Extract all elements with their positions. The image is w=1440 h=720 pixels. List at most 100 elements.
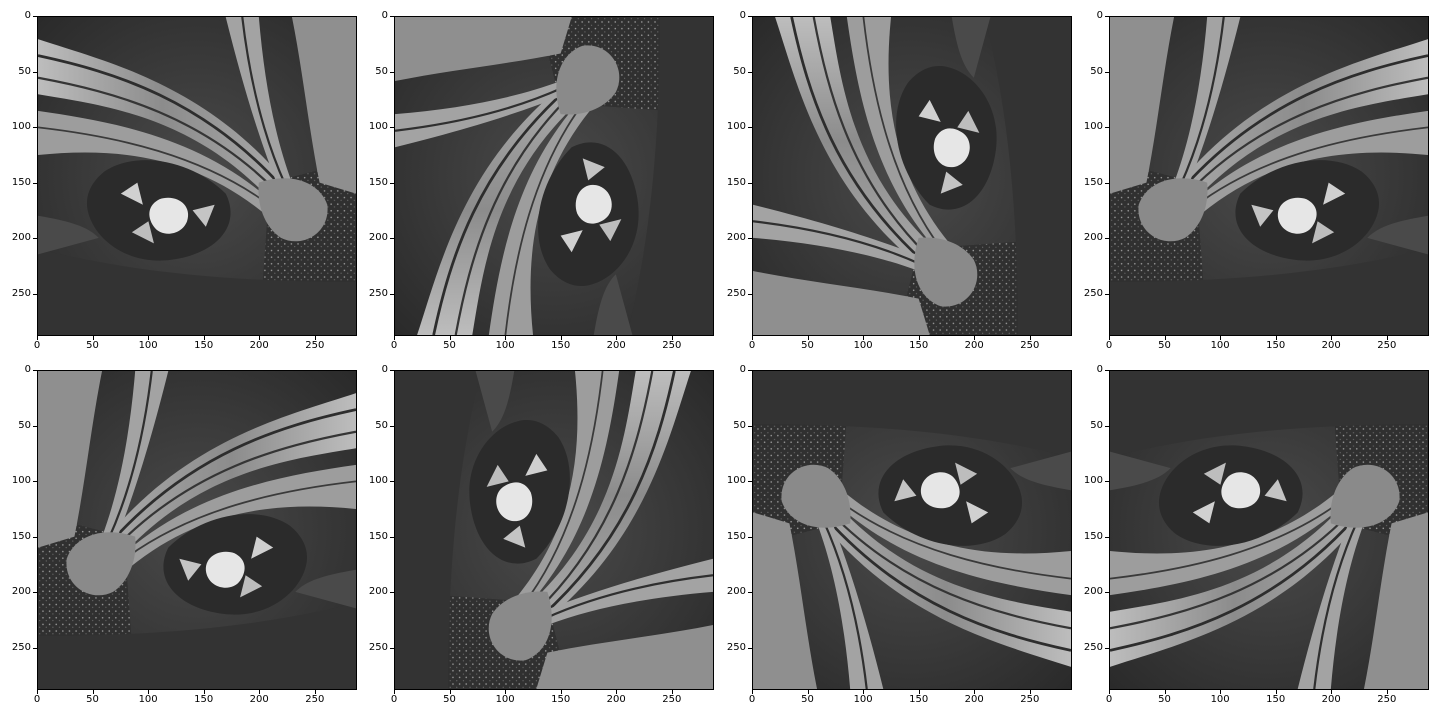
- y-tick-mark: [1105, 182, 1109, 184]
- y-tick-label: 150: [368, 176, 388, 188]
- y-tick-mark: [390, 592, 394, 594]
- x-tick-mark: [1331, 690, 1333, 694]
- y-tick-label: 50: [375, 65, 388, 77]
- y-tick-mark: [748, 536, 752, 538]
- y-tick-label: 200: [11, 232, 31, 244]
- x-tick-mark: [974, 690, 976, 694]
- x-tick-label: 100: [495, 340, 515, 351]
- y-tick-label: 250: [726, 641, 746, 653]
- x-tick-mark: [505, 336, 507, 340]
- y-tick-mark: [1105, 425, 1109, 427]
- y-tick-label: 250: [368, 641, 388, 653]
- x-tick-label: 200: [606, 694, 626, 705]
- x-tick-label: 200: [964, 694, 984, 705]
- x-tick-mark: [918, 336, 920, 340]
- x-tick-mark: [1220, 336, 1222, 340]
- y-tick-mark: [748, 182, 752, 184]
- x-tick-label: 50: [86, 340, 99, 351]
- x-tick-mark: [807, 690, 809, 694]
- x-tick-label: 100: [1210, 340, 1230, 351]
- image-panel-r2c2: [394, 370, 714, 690]
- image-panel-r2c1: [37, 370, 357, 690]
- x-tick-label: 50: [443, 694, 456, 705]
- x-tick-label: 0: [1105, 340, 1113, 351]
- y-tick-label: 50: [733, 419, 746, 431]
- y-tick-label: 100: [11, 475, 31, 487]
- x-tick-label: 50: [1158, 340, 1171, 351]
- y-tick-label: 250: [1083, 287, 1103, 299]
- satellite-image: [752, 16, 1072, 336]
- x-tick-label: 200: [964, 340, 984, 351]
- x-tick-label: 200: [1321, 694, 1341, 705]
- x-tick-mark: [394, 336, 395, 340]
- y-tick-label: 0: [24, 364, 31, 375]
- satellite-image: [1109, 16, 1429, 336]
- x-tick-label: 150: [194, 340, 214, 351]
- x-tick-mark: [560, 690, 562, 694]
- x-tick-label: 250: [305, 694, 325, 705]
- x-tick-mark: [1029, 336, 1031, 340]
- satellite-image: [752, 370, 1072, 690]
- y-tick-mark: [748, 481, 752, 483]
- y-tick-label: 100: [726, 475, 746, 487]
- x-tick-mark: [1331, 336, 1333, 340]
- y-tick-mark: [748, 71, 752, 73]
- y-tick-mark: [390, 182, 394, 184]
- x-tick-mark: [560, 336, 562, 340]
- y-tick-label: 0: [1096, 364, 1103, 375]
- x-tick-mark: [1109, 690, 1110, 694]
- x-tick-mark: [616, 336, 618, 340]
- x-tick-mark: [752, 336, 753, 340]
- y-tick-mark: [1105, 238, 1109, 240]
- y-tick-mark: [1105, 71, 1109, 73]
- y-tick-label: 100: [368, 475, 388, 487]
- image-panel-r2c3: [752, 370, 1072, 690]
- x-tick-mark: [918, 690, 920, 694]
- x-tick-mark: [314, 336, 316, 340]
- image-panel-r1c3: [752, 16, 1072, 336]
- x-tick-label: 150: [909, 340, 929, 351]
- x-tick-mark: [259, 336, 261, 340]
- y-tick-label: 50: [375, 419, 388, 431]
- x-tick-label: 200: [606, 340, 626, 351]
- x-tick-mark: [1164, 336, 1166, 340]
- x-tick-label: 150: [551, 694, 571, 705]
- y-tick-mark: [33, 370, 37, 371]
- x-tick-label: 250: [1377, 694, 1397, 705]
- y-tick-label: 200: [726, 232, 746, 244]
- y-tick-label: 250: [726, 287, 746, 299]
- y-tick-mark: [390, 481, 394, 483]
- y-tick-mark: [1105, 127, 1109, 129]
- y-tick-label: 50: [733, 65, 746, 77]
- y-tick-label: 150: [368, 530, 388, 542]
- y-tick-mark: [33, 182, 37, 184]
- satellite-image: [37, 16, 357, 336]
- x-tick-label: 150: [1266, 340, 1286, 351]
- y-tick-mark: [33, 647, 37, 649]
- x-tick-mark: [671, 336, 673, 340]
- y-tick-mark: [748, 647, 752, 649]
- x-tick-mark: [1386, 690, 1388, 694]
- y-tick-label: 50: [1090, 65, 1103, 77]
- x-tick-mark: [148, 336, 150, 340]
- y-tick-label: 200: [1083, 586, 1103, 598]
- x-tick-mark: [92, 336, 94, 340]
- y-tick-label: 0: [24, 10, 31, 21]
- x-tick-label: 0: [390, 340, 398, 351]
- x-tick-label: 50: [86, 694, 99, 705]
- x-tick-label: 100: [1210, 694, 1230, 705]
- x-tick-mark: [203, 336, 205, 340]
- x-tick-label: 50: [801, 340, 814, 351]
- image-panel-r1c2: [394, 16, 714, 336]
- y-tick-mark: [1105, 592, 1109, 594]
- x-tick-label: 250: [1020, 340, 1040, 351]
- x-tick-mark: [148, 690, 150, 694]
- y-tick-label: 150: [1083, 530, 1103, 542]
- x-tick-label: 150: [551, 340, 571, 351]
- x-tick-label: 200: [249, 340, 269, 351]
- image-panel-r2c4: [1109, 370, 1429, 690]
- y-tick-mark: [33, 127, 37, 129]
- y-tick-label: 0: [739, 364, 746, 375]
- x-tick-label: 0: [748, 694, 756, 705]
